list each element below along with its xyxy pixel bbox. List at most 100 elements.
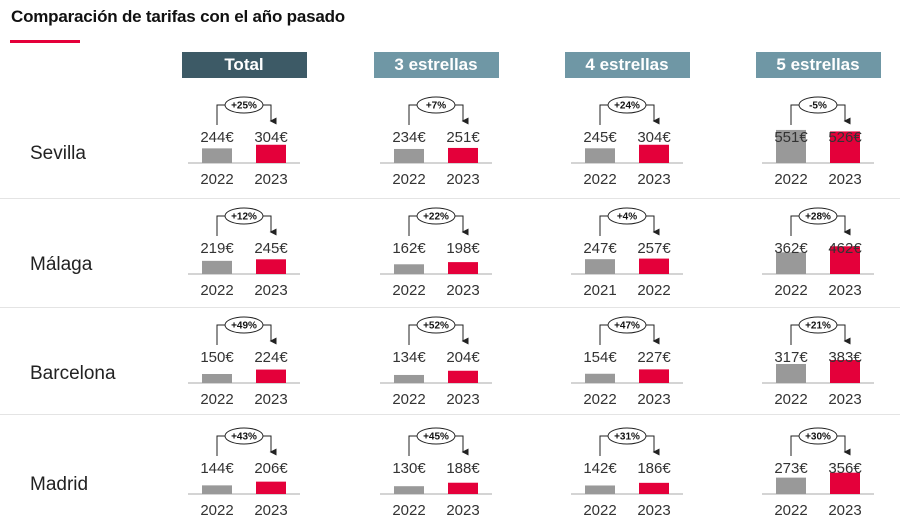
year-label: 2023 xyxy=(637,502,670,519)
value-label: 204€ xyxy=(446,349,480,366)
cell-r0-c2: 245€ 304€ 2022 2023 +24% xyxy=(571,96,683,188)
value-label: 304€ xyxy=(637,129,671,146)
bar-previous xyxy=(394,264,424,274)
value-label: 227€ xyxy=(637,349,671,366)
bar-current xyxy=(830,472,860,494)
cell-r2-c0: 150€ 224€ 2022 2023 +49% xyxy=(188,316,300,408)
year-label: 2022 xyxy=(774,282,807,299)
year-label: 2023 xyxy=(254,391,287,408)
value-label: 383€ xyxy=(828,349,862,366)
year-label: 2022 xyxy=(637,282,670,299)
year-label: 2023 xyxy=(446,502,479,519)
row-separator xyxy=(0,307,900,308)
bar-current xyxy=(256,144,286,163)
cell-r1-c2: 247€ 257€ 2021 2022 +4% xyxy=(571,207,683,299)
value-label: 244€ xyxy=(200,129,234,146)
bar-current xyxy=(830,360,860,383)
cell-r0-c0: 244€ 304€ 2022 2023 +25% xyxy=(188,96,300,188)
cell-r1-c1: 162€ 198€ 2022 2023 +22% xyxy=(380,207,492,299)
cell-r1-c0: 219€ 245€ 2022 2023 +12% xyxy=(188,207,300,299)
change-label: +43% xyxy=(231,432,257,443)
cell-r0-c3: 551€ 526€ 2022 2023 -5% xyxy=(762,96,874,188)
cell-r3-c1: 130€ 188€ 2022 2023 +45% xyxy=(380,427,492,519)
change-badge xyxy=(416,316,456,334)
row-label-city: Madrid xyxy=(30,474,89,495)
change-badge xyxy=(798,96,838,114)
bar-current xyxy=(448,262,478,274)
value-label: 273€ xyxy=(774,460,808,477)
cell-r2-c2: 154€ 227€ 2022 2023 +47% xyxy=(571,316,683,408)
cell-r2-c3: 317€ 383€ 2022 2023 +21% xyxy=(762,316,874,408)
year-label: 2022 xyxy=(392,502,425,519)
bar-previous xyxy=(394,486,424,494)
value-label: 219€ xyxy=(200,240,234,257)
value-label: 198€ xyxy=(446,240,480,257)
change-badge xyxy=(224,207,264,225)
cell-r3-c2: 142€ 186€ 2022 2023 +31% xyxy=(571,427,683,519)
change-label: +28% xyxy=(805,212,831,223)
change-label: +25% xyxy=(231,101,257,112)
cell-r2-c1: 134€ 204€ 2022 2023 +52% xyxy=(380,316,492,408)
value-label: 245€ xyxy=(583,129,617,146)
bar-current xyxy=(639,258,669,274)
change-label: -5% xyxy=(809,101,827,112)
value-label: 154€ xyxy=(583,349,617,366)
change-badge xyxy=(607,96,647,114)
value-label: 150€ xyxy=(200,349,234,366)
cell-r3-c0: 144€ 206€ 2022 2023 +43% xyxy=(188,427,300,519)
value-label: 551€ xyxy=(774,129,808,146)
bar-current xyxy=(256,369,286,383)
year-label: 2023 xyxy=(637,391,670,408)
bar-current xyxy=(639,482,669,494)
year-label: 2022 xyxy=(200,391,233,408)
row-separator xyxy=(0,198,900,199)
bar-current xyxy=(256,259,286,274)
change-label: +4% xyxy=(617,212,637,223)
change-badge xyxy=(416,207,456,225)
change-label: +52% xyxy=(423,321,449,332)
value-label: 247€ xyxy=(583,240,617,257)
change-label: +7% xyxy=(426,101,446,112)
row-separator xyxy=(0,414,900,415)
change-badge xyxy=(798,207,838,225)
year-label: 2023 xyxy=(254,171,287,188)
cell-r1-c3: 362€ 462€ 2022 2023 +28% xyxy=(762,207,874,299)
cell-r0-c1: 234€ 251€ 2022 2023 +7% xyxy=(380,96,492,188)
change-badge xyxy=(607,427,647,445)
bar-previous xyxy=(394,374,424,383)
value-label: 257€ xyxy=(637,240,671,257)
bar-previous xyxy=(776,363,806,383)
bar-current xyxy=(448,370,478,383)
value-label: 144€ xyxy=(200,460,234,477)
bar-current xyxy=(639,369,669,383)
year-label: 2022 xyxy=(392,282,425,299)
bar-current xyxy=(639,144,669,163)
bar-current xyxy=(830,246,860,274)
year-label: 2023 xyxy=(828,282,861,299)
change-label: +47% xyxy=(614,321,640,332)
value-label: 526€ xyxy=(828,129,862,146)
change-badge xyxy=(224,96,264,114)
bar-current xyxy=(830,131,860,163)
year-label: 2022 xyxy=(200,502,233,519)
row-label-city: Sevilla xyxy=(30,143,86,164)
change-badge xyxy=(798,316,838,334)
value-label: 224€ xyxy=(254,349,288,366)
bar-current xyxy=(256,481,286,494)
change-badge xyxy=(607,207,647,225)
value-label: 251€ xyxy=(446,129,480,146)
value-label: 462€ xyxy=(828,240,862,257)
value-label: 317€ xyxy=(774,349,808,366)
change-badge xyxy=(416,427,456,445)
value-label: 130€ xyxy=(392,460,426,477)
year-label: 2022 xyxy=(774,502,807,519)
row-label-city: Barcelona xyxy=(30,363,116,384)
change-badge xyxy=(607,316,647,334)
value-label: 188€ xyxy=(446,460,480,477)
change-label: +31% xyxy=(614,432,640,443)
year-label: 2022 xyxy=(200,282,233,299)
year-label: 2021 xyxy=(583,282,616,299)
title-accent-rule xyxy=(10,40,80,43)
value-label: 362€ xyxy=(774,240,808,257)
